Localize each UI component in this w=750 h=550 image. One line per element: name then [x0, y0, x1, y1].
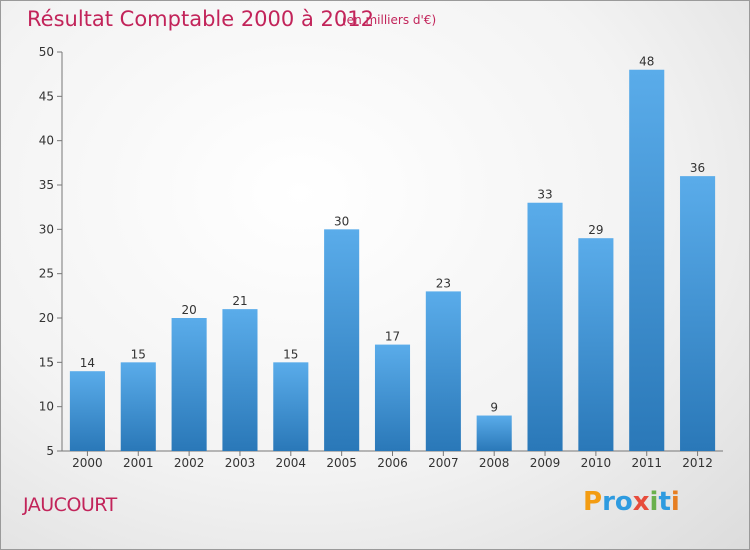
- y-tick-label: 10: [39, 400, 54, 414]
- bars: 14 15 20 21 15 30 17 23 9 33 29 48 36: [69, 55, 716, 451]
- brand-letter: i: [649, 487, 659, 517]
- brand-letter: o: [614, 487, 633, 517]
- value-label-2005: 30: [334, 214, 349, 228]
- x-tick-label-2005: 2005: [326, 456, 357, 470]
- value-label-2012: 36: [690, 161, 705, 175]
- value-label-2004: 15: [283, 347, 298, 361]
- bar-2001: [120, 362, 156, 451]
- y-tick-label: 20: [39, 311, 54, 325]
- bar-2011: [629, 69, 665, 451]
- value-label-2001: 15: [131, 347, 146, 361]
- x-tick-label-2004: 2004: [276, 456, 307, 470]
- y-tick-label: 35: [39, 178, 54, 192]
- y-tick-label: 50: [39, 45, 54, 59]
- bar-2006: [374, 344, 411, 451]
- value-label-2000: 14: [80, 356, 95, 370]
- brand-letter: x: [632, 487, 650, 517]
- value-label-2006: 17: [385, 330, 400, 344]
- value-label-2003: 21: [232, 294, 247, 308]
- place-name: JAUCOURT: [23, 494, 117, 516]
- brand-logo: Proxiti: [583, 487, 680, 517]
- bar-2012: [680, 176, 716, 451]
- bar-2010: [578, 238, 614, 451]
- x-tick-label-2000: 2000: [72, 456, 103, 470]
- value-label-2002: 20: [181, 303, 196, 317]
- x-tick-label-2008: 2008: [479, 456, 510, 470]
- value-label-2009: 33: [537, 188, 552, 202]
- x-tick-label-2009: 2009: [530, 456, 561, 470]
- x-tick-label-2002: 2002: [174, 456, 205, 470]
- bar-2007: [425, 291, 461, 451]
- brand-letter: P: [583, 487, 603, 517]
- bar-2008: [476, 415, 512, 451]
- y-tick-label: 40: [39, 134, 54, 148]
- bar-2002: [171, 318, 207, 451]
- chart-title: Résultat Comptable 2000 à 2012: [27, 7, 374, 31]
- x-tick-label-2007: 2007: [428, 456, 459, 470]
- x-tick-label-2012: 2012: [682, 456, 713, 470]
- bar-2009: [527, 202, 563, 451]
- x-tick-label-2006: 2006: [377, 456, 408, 470]
- chart-subtitle: (en milliers d'€): [342, 13, 437, 27]
- value-label-2007: 23: [436, 276, 451, 290]
- value-label-2011: 48: [639, 55, 654, 69]
- y-tick-label: 30: [39, 222, 54, 236]
- x-tick-label-2011: 2011: [631, 456, 662, 470]
- y-tick-label: 15: [39, 355, 54, 369]
- x-tick-label-2003: 2003: [225, 456, 256, 470]
- brand-letter: i: [670, 487, 680, 517]
- bar-2003: [222, 309, 258, 451]
- y-tick-label: 25: [39, 267, 54, 281]
- x-tick-label-2010: 2010: [581, 456, 612, 470]
- bar-2000: [69, 371, 105, 451]
- y-tick-label: 5: [46, 444, 54, 458]
- bar-2005: [324, 229, 360, 451]
- x-tick-label-2001: 2001: [123, 456, 154, 470]
- value-label-2008: 9: [490, 401, 498, 415]
- brand-letter: t: [658, 487, 671, 517]
- axes: 5 10 15 20 25 30 35 40 45 50 2000 2001 2002 2003 2004 2…: [39, 45, 723, 470]
- value-label-2010: 29: [588, 223, 603, 237]
- y-tick-label: 45: [39, 89, 54, 103]
- brand-letter: r: [602, 487, 615, 517]
- bar-2004: [273, 362, 309, 451]
